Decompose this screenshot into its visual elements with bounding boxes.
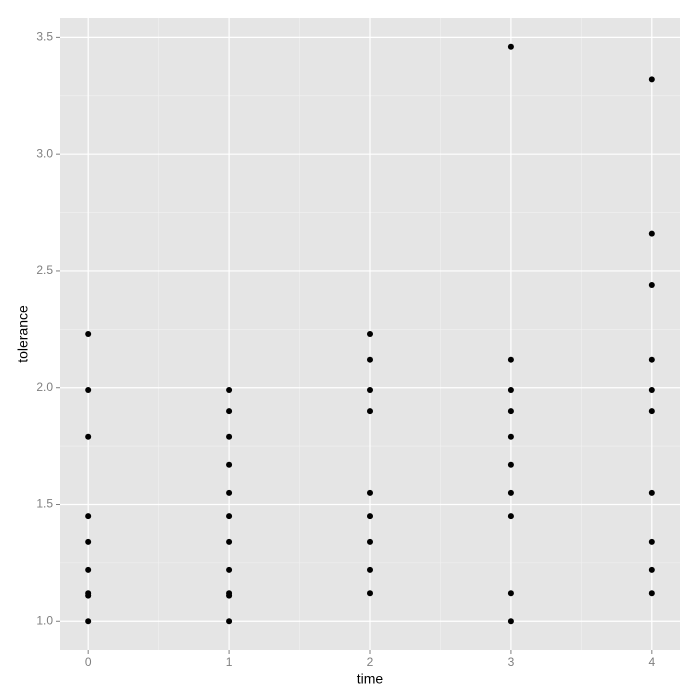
x-tick-label: 4 <box>648 655 655 669</box>
point <box>226 433 233 440</box>
y-tick-label: 3.5 <box>36 30 53 44</box>
point <box>507 408 514 415</box>
x-tick-label: 2 <box>367 655 374 669</box>
point <box>507 489 514 496</box>
point <box>507 590 514 597</box>
x-tick-label: 3 <box>508 655 515 669</box>
point <box>648 538 655 545</box>
point <box>85 618 92 625</box>
point <box>367 331 373 337</box>
point <box>507 356 514 363</box>
point <box>226 489 233 496</box>
x-tick-label: 1 <box>226 655 233 669</box>
point <box>507 618 514 625</box>
point <box>226 408 233 415</box>
point <box>85 331 92 337</box>
point <box>226 592 233 599</box>
point <box>367 566 373 573</box>
point <box>367 513 373 520</box>
y-tick-label: 1.5 <box>36 497 53 511</box>
y-tick-label: 2.0 <box>36 380 53 394</box>
y-tick-label: 1.0 <box>36 613 53 627</box>
point <box>367 590 373 597</box>
points <box>85 43 655 625</box>
point <box>226 513 233 520</box>
point <box>507 513 514 520</box>
point <box>507 43 514 50</box>
point <box>226 566 233 573</box>
point <box>226 618 233 625</box>
x-tick-label: 0 <box>85 655 92 669</box>
point <box>507 433 514 440</box>
point <box>367 408 373 415</box>
point <box>648 408 655 415</box>
point <box>648 76 655 83</box>
point <box>648 590 655 597</box>
point <box>507 461 514 468</box>
point <box>367 356 373 363</box>
point <box>85 433 92 440</box>
y-axis-title: tolerance <box>15 305 31 363</box>
point <box>367 489 373 496</box>
x-axis-title: time <box>357 671 384 687</box>
point <box>85 387 92 394</box>
point <box>226 538 233 545</box>
point <box>648 566 655 573</box>
y-tick-label: 2.5 <box>36 263 53 277</box>
point <box>85 592 92 599</box>
point <box>85 538 92 545</box>
y-tick-label: 3.0 <box>36 146 53 160</box>
point <box>226 461 233 468</box>
point <box>648 387 655 394</box>
point <box>648 230 655 237</box>
point <box>648 489 655 496</box>
point <box>507 387 514 394</box>
point <box>85 566 92 573</box>
point <box>648 356 655 363</box>
point <box>367 538 373 545</box>
point <box>85 513 92 520</box>
point <box>367 387 373 394</box>
point <box>226 387 233 394</box>
point <box>648 281 655 288</box>
